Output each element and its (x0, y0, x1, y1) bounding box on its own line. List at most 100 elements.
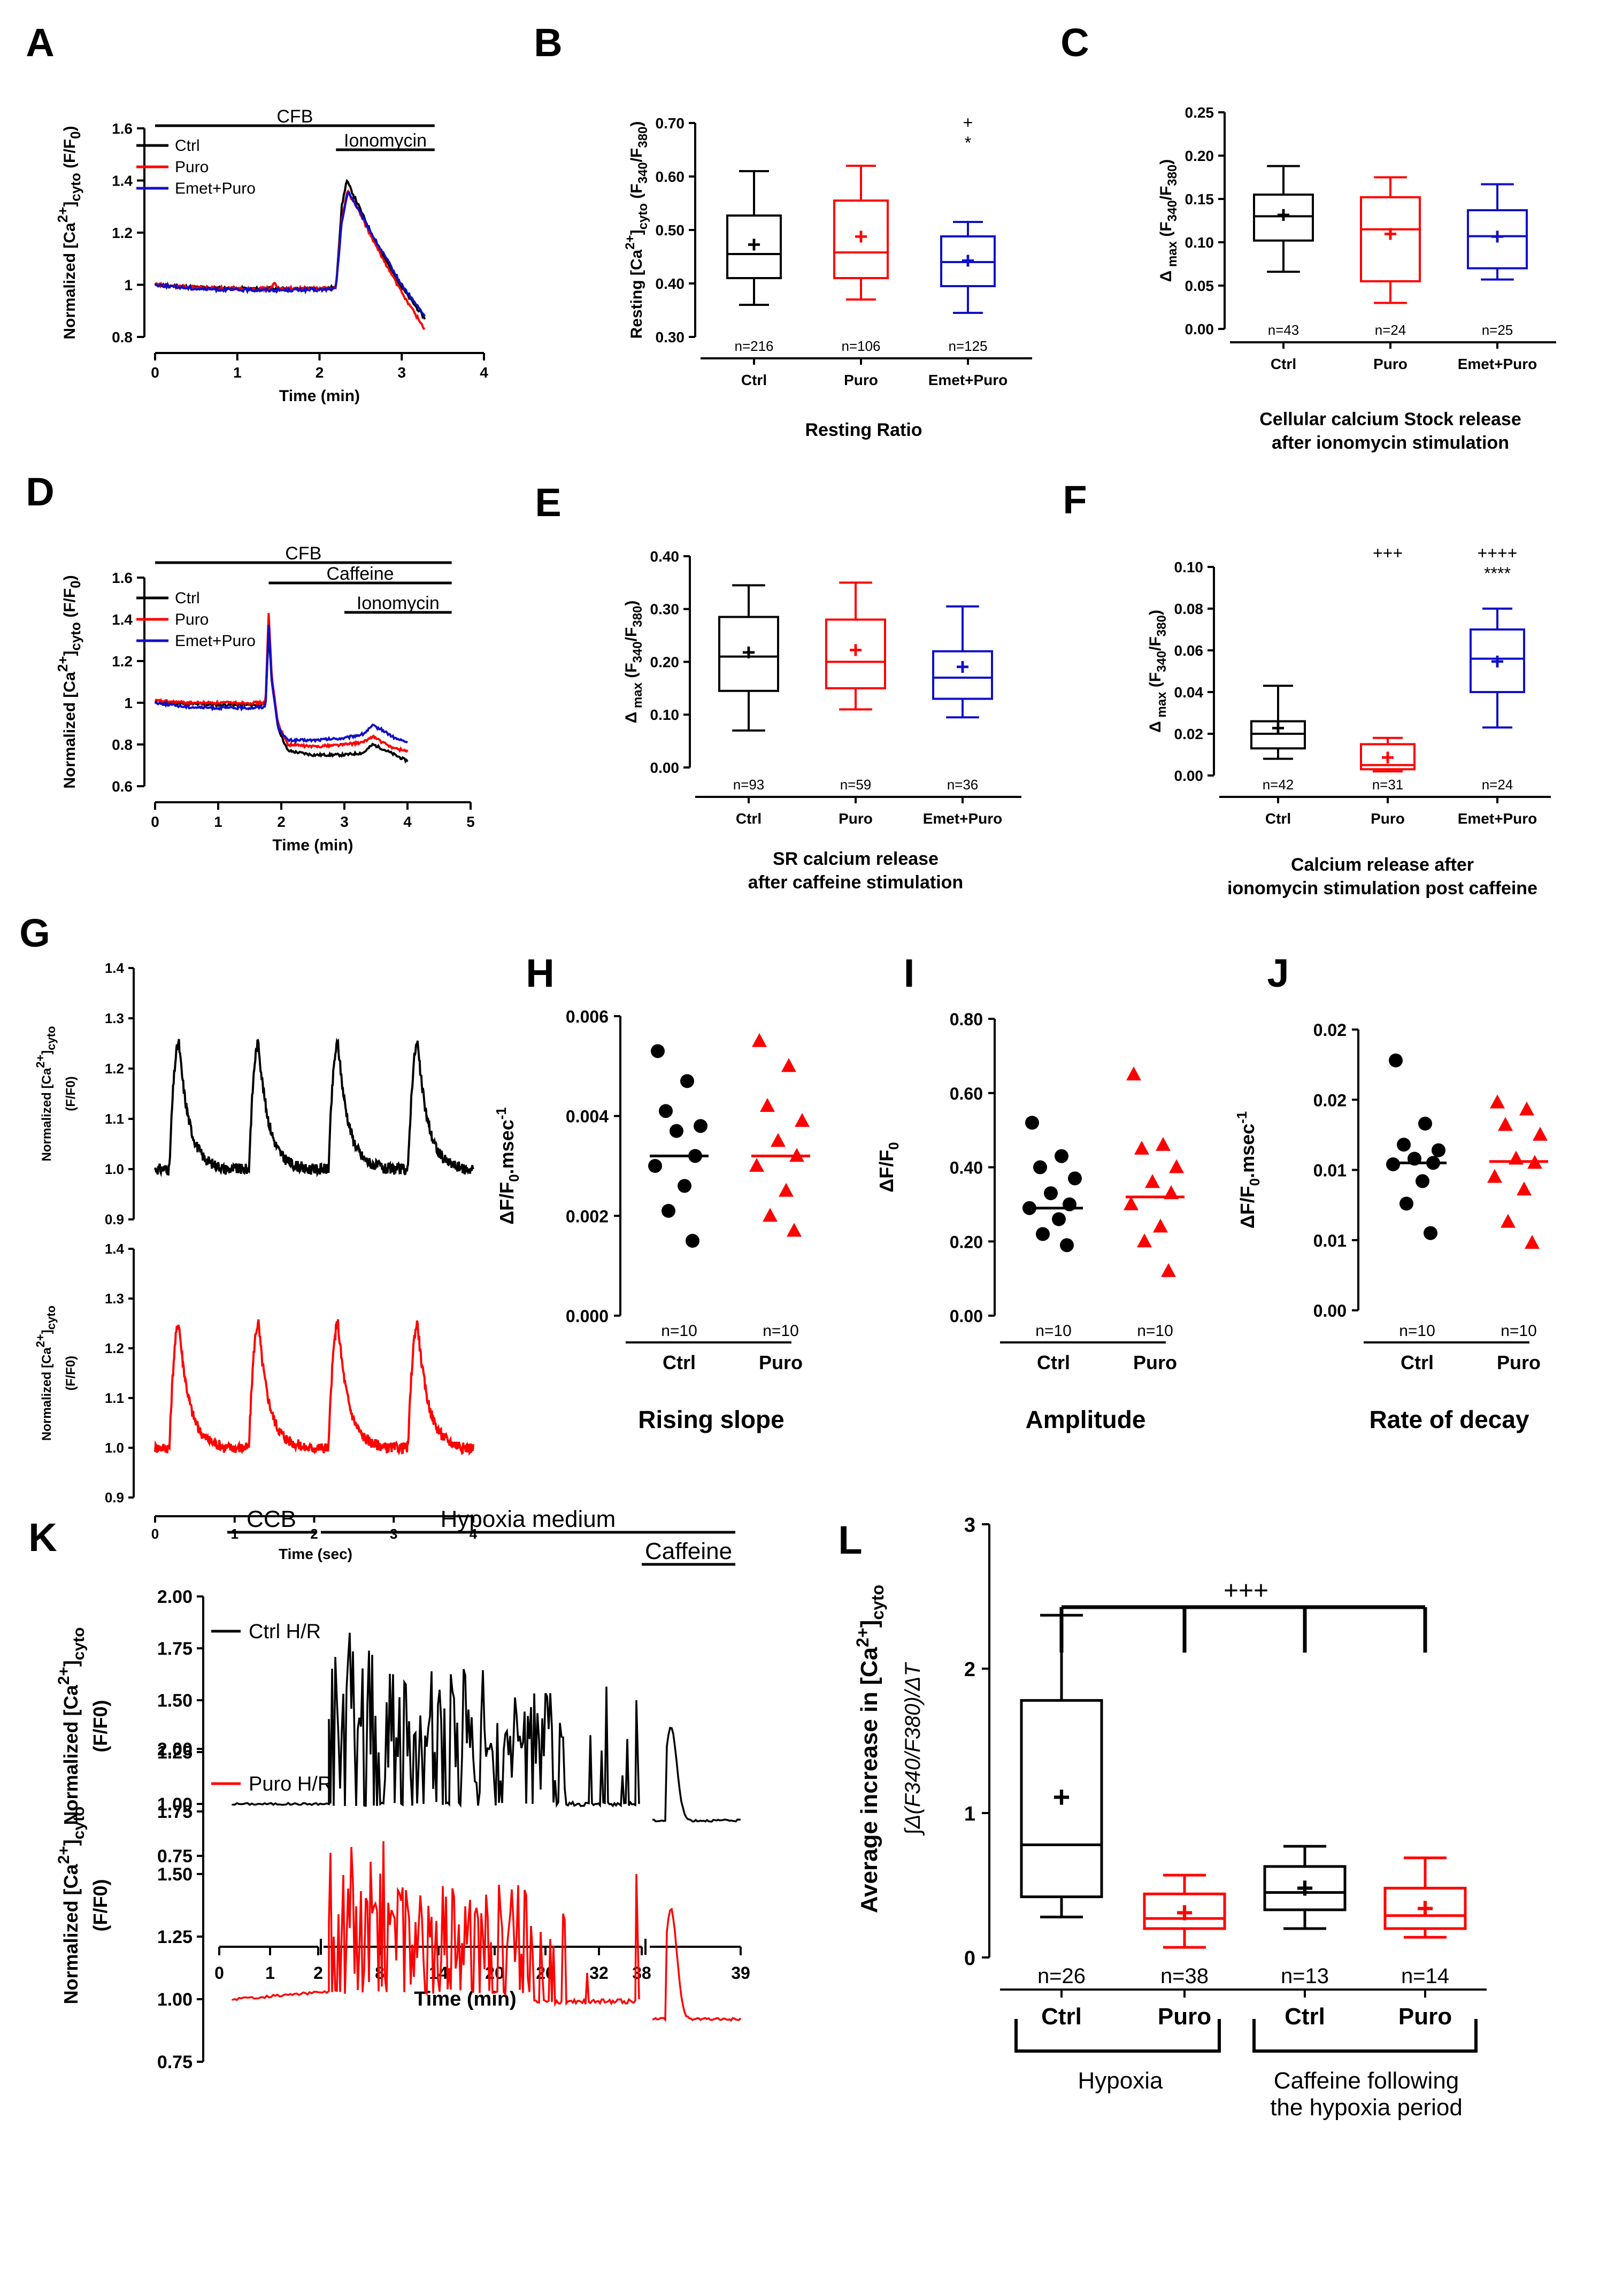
n-label: n=13 (1281, 1964, 1329, 1988)
trace-ctrl (154, 628, 409, 764)
y-axis-title-unit: (F/F0) (89, 1879, 111, 1932)
x-tick-label: Ctrl (1265, 810, 1291, 827)
caption: SR calcium release (773, 849, 939, 869)
y-tick-label: 1 (124, 695, 133, 711)
trace-emet-puro (154, 624, 409, 744)
caption: Calcium release after (1291, 855, 1474, 875)
n-label: n=125 (948, 338, 987, 354)
panel-j-chart: 0.00 0.01 0.01 0.02 0.02 ΔF/F0.msec-1 n=10 Ctrl… (1234, 1020, 1548, 1433)
y-tick-label: 1.4 (112, 611, 133, 628)
panel-letter-e: E (535, 480, 561, 525)
y-tick-label: 1.0 (105, 1161, 124, 1177)
panel-letter-g: G (19, 911, 50, 955)
data-point (1418, 1116, 1432, 1131)
y-tick-label: 3 (964, 1514, 975, 1537)
n-label: n=38 (1160, 1964, 1209, 1988)
y-tick-label: 0.40 (656, 275, 685, 292)
x-tick-label: 1 (214, 813, 222, 830)
x-axis-title: Time (min) (279, 387, 360, 405)
mean-marker: + (1490, 224, 1504, 250)
data-point (694, 1119, 707, 1133)
y-axis-title: ΔF/F0.msec-1 (493, 1107, 522, 1225)
x-tick-label: 1 (233, 364, 242, 381)
y-axis-title: ΔF/F0.msec-1 (1234, 1111, 1263, 1229)
panel-letter-k: K (28, 1515, 57, 1560)
n-label: n=42 (1263, 777, 1294, 793)
x-tick-label: 32 (589, 1963, 609, 1983)
x-tick-label: 2 (277, 813, 286, 830)
data-point (659, 1104, 673, 1118)
mean-marker: + (1276, 202, 1290, 228)
y-tick-label: 0.9 (105, 1211, 124, 1227)
panel-letter-i: I (904, 951, 915, 995)
y-tick-label: 0.002 (566, 1207, 609, 1226)
box-puro-1 (1143, 1892, 1226, 1930)
legend-label: Ctrl (175, 137, 200, 155)
y-tick-label: 0.00 (1313, 1301, 1347, 1320)
trace-ctrl-h-r (232, 1632, 741, 1823)
x-tick-label: Ctrl (1285, 2003, 1325, 2030)
x-tick-label: Ctrl (1041, 2003, 1082, 2030)
n-label: n=10 (1035, 1322, 1072, 1340)
y-tick-label: 1.4 (112, 172, 133, 189)
data-point (1055, 1149, 1068, 1163)
data-point (1525, 1235, 1540, 1249)
panel-d-chart: 0.6 0.8 1 1.2 1.4 1.6 0 1 2 3 4 5 Time (min) Normaliz… (55, 543, 475, 854)
data-point (670, 1124, 683, 1138)
y-axis-title: Δ max (F340/F380) (622, 601, 645, 724)
n-label: n=10 (1399, 1322, 1435, 1340)
data-point (651, 1044, 665, 1058)
data-point (662, 1204, 675, 1218)
mean-marker: + (961, 248, 975, 274)
category-label: Hypoxia (1078, 2068, 1163, 2094)
x-tick-label: Emet+Puro (1458, 810, 1537, 827)
y-tick-label: 1.00 (157, 1990, 193, 2010)
x-tick-label: Puro (759, 1352, 803, 1373)
mean-marker: + (1381, 744, 1395, 771)
box-ctrl-2 (1263, 1865, 1347, 1911)
x-tick-label: 0 (151, 364, 159, 381)
mean-marker: + (1490, 648, 1504, 674)
stimulus-label: CCB (247, 1506, 296, 1532)
stimulus-label: CFB (285, 543, 321, 564)
caption: ionomycin stimulation post caffeine (1227, 878, 1537, 899)
mean-marker: + (1383, 221, 1397, 247)
y-axis-title: Δ max (F340/F380) (1147, 610, 1169, 733)
legend-label: Ctrl (175, 589, 200, 607)
x-tick-label: 2 (310, 1526, 318, 1542)
stimulus-label: Hypoxia medium (441, 1506, 616, 1532)
data-point (1060, 1238, 1074, 1253)
y-axis-title-formula: ∫Δ(F340/F380)/ΔT (901, 1662, 925, 1836)
data-point (1397, 1138, 1411, 1152)
y-tick-label: 0.02 (1174, 726, 1204, 742)
x-tick-label: Emet+Puro (928, 372, 1008, 388)
significance-mark: +++ (1224, 1577, 1268, 1605)
y-tick-label: 1 (124, 277, 133, 293)
y-tick-label: 0.06 (1174, 642, 1204, 659)
x-tick-label: Ctrl (663, 1352, 696, 1373)
y-tick-label: 0.01 (1313, 1231, 1347, 1250)
data-point (1517, 1181, 1532, 1196)
caption: Rate of decay (1369, 1406, 1529, 1433)
y-tick-label: 0.04 (1174, 684, 1204, 701)
y-tick-label: 1.4 (105, 1241, 125, 1257)
x-tick-label: Ctrl (1271, 356, 1296, 372)
y-tick-label: 0.000 (566, 1307, 609, 1326)
data-point (752, 1033, 767, 1047)
y-tick-label: 1.2 (112, 225, 133, 241)
y-tick-label: 0.006 (566, 1007, 609, 1026)
data-point (1424, 1226, 1437, 1240)
panel-letter-f: F (1063, 478, 1087, 522)
data-point (1137, 1233, 1152, 1248)
panel-letter-h: H (526, 951, 554, 995)
x-axis-title: Time (min) (272, 836, 353, 854)
stimulus-label: Caffeine (645, 1538, 732, 1564)
data-point (1386, 1157, 1400, 1171)
caption: after caffeine stimulation (748, 872, 963, 893)
x-tick-label: 39 (731, 1963, 750, 1983)
x-tick-label: 4 (403, 813, 412, 830)
y-axis-title-unit: (F/F0) (64, 1076, 78, 1111)
y-axis-title: Normalized [Ca2+]cyto (34, 1026, 58, 1161)
data-point (1416, 1174, 1429, 1188)
data-point (1399, 1196, 1413, 1211)
